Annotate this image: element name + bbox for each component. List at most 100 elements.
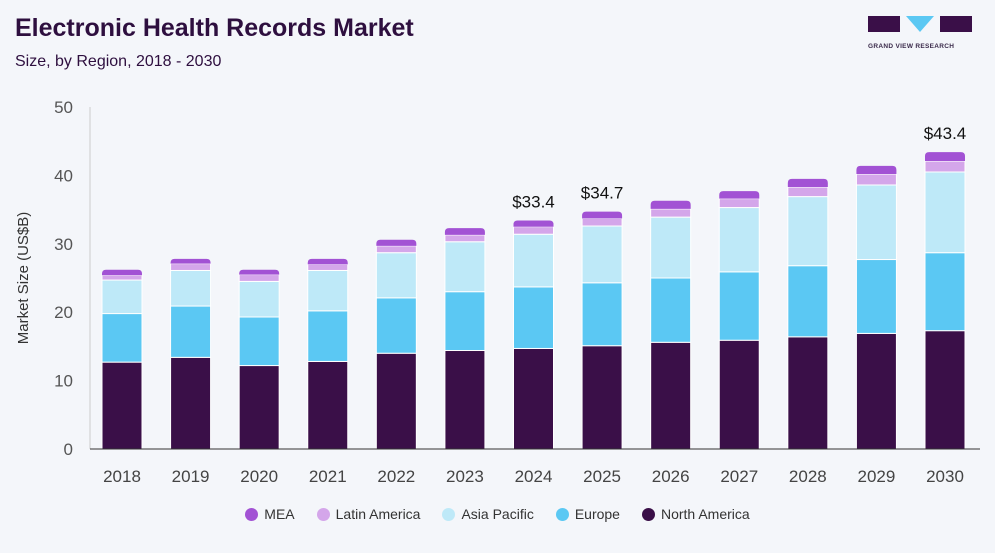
bar-segment-latin-america <box>581 217 623 227</box>
legend-label: Europe <box>574 506 620 522</box>
bar-segment-latin-america <box>238 274 280 282</box>
y-tick-label: 40 <box>54 166 73 185</box>
y-tick-label: 50 <box>54 98 73 117</box>
bar-segment-mea <box>170 258 211 264</box>
bar-segment-mea <box>856 165 897 175</box>
x-tick-label: 2026 <box>652 467 690 486</box>
bar-segment-north-america <box>238 365 280 450</box>
data-label: $33.4 <box>512 193 555 212</box>
bar-segment-latin-america <box>513 226 554 235</box>
x-tick-label: 2029 <box>858 467 896 486</box>
bar-segment-asia-pacific <box>581 225 623 284</box>
legend-item[interactable]: MEA <box>245 506 295 522</box>
bar-segment-mea <box>513 220 554 227</box>
bar-segment-north-america <box>101 361 143 450</box>
bar-segment-north-america <box>170 356 212 450</box>
legend-item[interactable]: North America <box>641 506 750 522</box>
bar-segment-europe <box>581 282 623 347</box>
bar-segment-latin-america <box>101 274 143 281</box>
bar-segment-mea <box>925 152 965 162</box>
bar-segment-mea <box>102 269 142 276</box>
bar-segment-mea <box>582 211 623 219</box>
bar-segment-europe <box>444 291 486 352</box>
bar-segment-north-america <box>924 330 966 450</box>
x-tick-label: 2024 <box>515 467 553 486</box>
bar-segment-north-america <box>718 339 760 450</box>
legend-item[interactable]: Europe <box>555 506 620 522</box>
bar-segment-europe <box>513 286 554 349</box>
legend: MEA Latin America Asia Pacific Europe North … <box>0 506 995 522</box>
bar-segment-asia-pacific <box>718 207 760 273</box>
x-tick-label: 2021 <box>309 467 347 486</box>
x-tick-label: 2022 <box>377 467 415 486</box>
legend-label: MEA <box>264 506 295 522</box>
bar-segment-latin-america <box>787 186 829 198</box>
bar-segment-mea <box>376 239 417 246</box>
bar-segment-latin-america <box>718 198 760 209</box>
data-label: $43.4 <box>924 124 967 143</box>
y-axis-label: Market Size (US$B) <box>15 212 32 345</box>
bar-segment-mea <box>787 178 828 188</box>
bar-segment-mea <box>650 200 691 209</box>
bar-segment-asia-pacific <box>238 280 280 318</box>
bar-segment-north-america <box>444 350 486 450</box>
bar-segment-latin-america <box>375 245 417 254</box>
x-tick-label: 2025 <box>583 467 621 486</box>
bar-segment-asia-pacific <box>650 216 692 279</box>
bar-segment-europe <box>307 310 349 362</box>
bar-segment-asia-pacific <box>170 269 212 307</box>
bar-segment-europe <box>375 297 417 354</box>
bar-segment-north-america <box>513 347 554 450</box>
bar-segment-north-america <box>375 352 417 450</box>
legend-item[interactable]: Asia Pacific <box>442 506 534 522</box>
bar-segment-latin-america <box>650 208 692 218</box>
logo-text: GRAND VIEW RESEARCH <box>868 43 955 50</box>
y-tick-label: 10 <box>54 372 73 391</box>
legend-swatch-icon <box>245 507 259 521</box>
bar-segment-europe <box>924 252 966 332</box>
bar-segment-asia-pacific <box>444 241 486 293</box>
legend-swatch-icon <box>316 507 330 521</box>
bar-segment-north-america <box>307 360 349 450</box>
x-tick-label: 2023 <box>446 467 484 486</box>
bar-segment-latin-america <box>444 234 486 243</box>
bar-segment-asia-pacific <box>375 252 417 299</box>
bar-segment-mea <box>719 191 760 199</box>
bar-segment-asia-pacific <box>855 184 897 261</box>
bar-segment-north-america <box>650 341 692 450</box>
chart-subtitle: Size, by Region, 2018 - 2030 <box>15 53 222 70</box>
bar-segment-latin-america <box>307 263 349 271</box>
bar-segment-asia-pacific <box>513 233 554 288</box>
bar-segment-asia-pacific <box>307 269 349 312</box>
bar-segment-latin-america <box>924 160 966 173</box>
bar-segment-europe <box>787 265 829 338</box>
bar-segment-europe <box>650 277 692 343</box>
x-tick-label: 2020 <box>240 467 278 486</box>
legend-swatch-icon <box>555 507 569 521</box>
bar-segment-north-america <box>581 345 623 450</box>
bar-segment-north-america <box>787 336 829 450</box>
bar-segment-europe <box>238 316 280 367</box>
legend-label: Latin America <box>335 506 421 522</box>
x-tick-label: 2019 <box>172 467 210 486</box>
bar-segment-asia-pacific <box>787 196 829 267</box>
bar-segment-mea <box>444 228 485 235</box>
data-label: $34.7 <box>581 184 624 203</box>
bar-segment-asia-pacific <box>101 279 143 315</box>
legend-item[interactable]: Latin America <box>316 506 421 522</box>
legend-swatch-icon <box>442 507 456 521</box>
bar-segment-north-america <box>855 332 897 450</box>
y-tick-label: 20 <box>54 303 73 322</box>
bar-segment-latin-america <box>855 173 897 186</box>
bar-segment-europe <box>101 313 143 363</box>
legend-label: Asia Pacific <box>461 506 534 522</box>
chart-title: Electronic Health Records Market <box>15 14 414 42</box>
bar-segment-asia-pacific <box>924 171 966 254</box>
y-tick-label: 30 <box>54 235 73 254</box>
x-tick-label: 2018 <box>103 467 141 486</box>
bar-segment-europe <box>718 271 760 341</box>
y-tick-label: 0 <box>64 440 73 459</box>
bar-segment-latin-america <box>170 263 212 271</box>
legend-label: North America <box>660 506 750 522</box>
